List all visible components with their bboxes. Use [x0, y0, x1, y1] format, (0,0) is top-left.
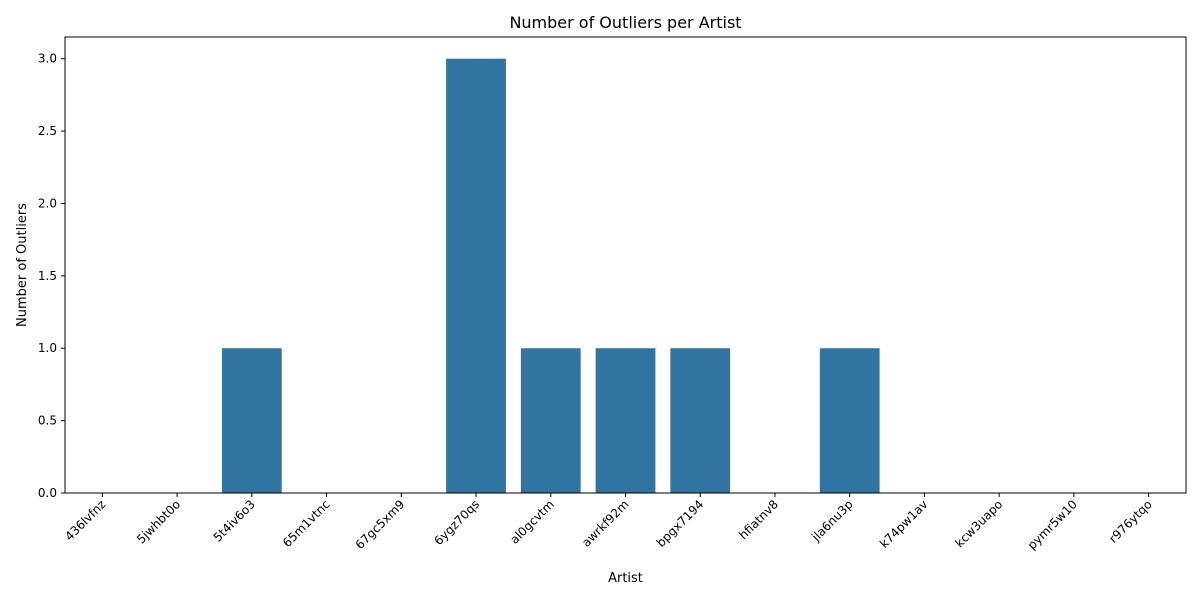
bar-al0gcvtm	[520, 348, 581, 493]
x-tick-label-pymr5w10: pymr5w10	[1025, 497, 1080, 552]
x-tick-label-awrkf92m: awrkf92m	[579, 497, 631, 549]
chart-title: Number of Outliers per Artist	[509, 13, 741, 32]
y-tick-label: 0.0	[38, 486, 57, 500]
x-axis-label: Artist	[608, 571, 643, 586]
x-tick-label-al0gcvtm: al0gcvtm	[507, 497, 557, 547]
bar-jla6nu3p	[819, 348, 880, 493]
x-tick-label-bpgx7194: bpgx7194	[654, 497, 707, 550]
x-tick-label-65m1vtnc: 65m1vtnc	[280, 497, 333, 550]
plot-frame	[64, 36, 1187, 494]
y-axis-label: Number of Outliers	[15, 203, 30, 327]
y-tick-label: 2.5	[38, 124, 57, 138]
x-axis-ticks: 436lvfnz 5jwhbt0o 5t4iv6o3 65m1vtnc 67gc5xm9…	[62, 493, 1155, 552]
x-tick-label-kcw3uapo: kcw3uapo	[952, 497, 1005, 550]
x-tick-label-436lvfnz: 436lvfnz	[62, 497, 108, 543]
x-tick-label-5t4iv6o3: 5t4iv6o3	[211, 497, 258, 544]
bar-6ygz70qs	[446, 58, 506, 494]
bar-awrkf92m	[595, 348, 656, 493]
x-tick-label-jla6nu3p: jla6nu3p	[808, 497, 855, 544]
x-tick-label-5jwhbt0o: 5jwhbt0o	[134, 497, 183, 546]
y-tick-label: 0.5	[38, 414, 57, 428]
y-axis-ticks: 0.0 0.5 1.0 1.5 2.0 2.5 3.0	[38, 52, 65, 500]
y-tick-label: 2.0	[38, 196, 57, 210]
x-tick-label-k74pw1av: k74pw1av	[877, 497, 931, 551]
bar-5t4iv6o3	[221, 348, 282, 493]
x-tick-label-6ygz70qs: 6ygz70qs	[431, 497, 482, 548]
x-tick-label-r976ytqo: r976ytqo	[1106, 497, 1155, 546]
x-tick-label-hfiatnv8: hfiatnv8	[736, 497, 781, 542]
bar-bpgx7194	[670, 348, 731, 493]
y-tick-label: 1.5	[38, 269, 57, 283]
bars-group	[221, 58, 880, 494]
x-tick-label-67gc5xm9: 67gc5xm9	[353, 497, 408, 552]
y-tick-label: 3.0	[38, 52, 57, 66]
y-tick-label: 1.0	[38, 341, 57, 355]
